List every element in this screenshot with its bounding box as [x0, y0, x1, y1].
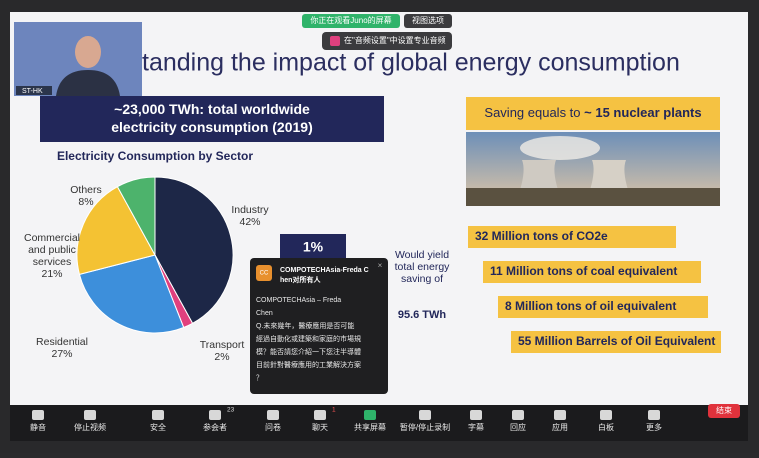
headline-text: ~23,000 TWh: total worldwide electricity … — [111, 101, 313, 135]
slice-category: Transport — [200, 339, 245, 351]
toolbar-label[interactable]: 停止视频 — [74, 422, 106, 432]
slice-value: 21% — [41, 268, 62, 280]
toolbar-label[interactable]: 参会者 — [203, 422, 227, 432]
yield: Would yield total energy saving of 95.6 TWh — [395, 249, 451, 321]
slice-category: Industry — [231, 204, 269, 216]
toolbar-icon[interactable] — [419, 410, 431, 420]
equivalent-text: 32 Million tons of CO2e — [475, 229, 608, 243]
equivalent-text: 11 Million tons of coal equivalent — [490, 264, 677, 278]
toolbar-bg — [10, 405, 748, 441]
toolbar-badge: 1 — [332, 407, 336, 414]
pie-slice — [116, 176, 156, 256]
view-options[interactable] — [404, 14, 452, 28]
end-button-text[interactable]: 结束 — [716, 405, 732, 415]
pie-slice — [76, 185, 156, 276]
toolbar-label[interactable]: 安全 — [150, 422, 166, 432]
slice-category: Residential — [36, 336, 88, 348]
pie-slice — [154, 176, 234, 325]
slice-value: 42% — [239, 216, 260, 228]
toolbar-label[interactable]: 更多 — [646, 422, 662, 432]
toolbar-icon[interactable] — [209, 410, 221, 420]
toolbar-label[interactable]: 回应 — [510, 422, 526, 432]
toolbar-label[interactable]: 共享屏幕 — [354, 422, 386, 432]
tower — [520, 160, 558, 190]
equivalent-box — [483, 261, 701, 283]
slice-label: Residential 27% — [36, 336, 88, 360]
toolbar-icon[interactable] — [470, 410, 482, 420]
equivalent-text: 8 Million tons of oil equivalent — [505, 299, 676, 313]
slice-category: Others — [70, 184, 102, 196]
chart-title: Electricity Consumption by Sector — [57, 149, 253, 163]
slice-value: 27% — [51, 348, 72, 360]
toolbar-icon[interactable] — [512, 410, 524, 420]
video-name-bg — [16, 86, 52, 95]
toolbar-icon[interactable] — [152, 410, 164, 420]
headline-box — [40, 96, 384, 142]
toolbar-icon[interactable] — [554, 410, 566, 420]
toolbar-icon[interactable] — [84, 410, 96, 420]
toolbar-icon[interactable] — [364, 410, 376, 420]
percent: 1% — [303, 239, 324, 255]
slice-category: Commercial and public services — [24, 232, 80, 268]
toolbar-icon[interactable] — [267, 410, 279, 420]
notice — [322, 32, 452, 50]
slice-label: Commercial and public services 21% — [24, 232, 80, 280]
steam — [520, 136, 600, 160]
slide-title: tanding the impact of global energy cons… — [142, 49, 680, 77]
notice-icon — [330, 36, 340, 46]
equivalent-text: 55 Million Barrels of Oil Equivalent — [518, 334, 715, 348]
toolbar-badge: 23 — [227, 407, 235, 414]
chat-popup — [250, 258, 388, 394]
saving-box — [466, 97, 720, 130]
toolbar-icon[interactable] — [648, 410, 660, 420]
tower — [590, 160, 628, 190]
toolbar-label[interactable]: 字幕 — [468, 422, 484, 432]
yield-bold: 95.6 TWh — [398, 309, 447, 321]
equivalent-box — [498, 296, 708, 318]
slice-label: Transport 2% — [200, 339, 245, 363]
face — [75, 36, 101, 68]
ground — [466, 188, 720, 206]
toolbar-label[interactable]: 白板 — [598, 422, 614, 432]
slice-value: 2% — [214, 351, 229, 363]
sharing-text: 你正在观看Juno的屏幕 — [310, 15, 391, 25]
chat-close[interactable]: × — [378, 261, 383, 270]
toolbar-label[interactable]: 暂停/停止录制 — [400, 422, 450, 432]
saving: Saving equals to ~ 15 nuclear plants — [484, 105, 701, 120]
headline: ~23,000 TWh: total worldwide electricity … — [111, 101, 313, 135]
slice-label: Others 8% — [70, 184, 102, 208]
video-name: ST-HK — [22, 88, 43, 95]
saving-bold: ~ 15 nuclear plants — [584, 105, 701, 120]
yield-text: Would yield total energy saving of — [395, 249, 451, 285]
chat-avatar — [256, 265, 272, 281]
toolbar-label[interactable]: 问卷 — [265, 422, 281, 432]
equivalent-box — [511, 331, 721, 353]
chat-text: Q.未來幾年，醫療應用是否可能經過自動化或建築和家庭的市場規模？能否請您介紹一下… — [256, 321, 361, 382]
slice-value: 8% — [78, 196, 93, 208]
toolbar-label[interactable]: 静音 — [30, 422, 46, 432]
slice-label: Industry 42% — [231, 204, 269, 228]
end-button[interactable] — [708, 404, 740, 418]
chat-text: COMPOTECHAsia – Freda Chen — [256, 297, 343, 317]
equivalent-box — [468, 226, 676, 248]
chat-avatar-text: CC — [260, 271, 269, 277]
toolbar-label[interactable]: 应用 — [552, 422, 568, 432]
pie-slice — [78, 254, 185, 334]
view-options-text[interactable]: 视图选项 — [412, 15, 444, 25]
sharing-banner — [302, 14, 400, 28]
toolbar-icon[interactable] — [600, 410, 612, 420]
notice-text: 在"音频设置"中设置专业音频 — [344, 35, 446, 45]
toolbar-icon[interactable] — [314, 410, 326, 420]
toolbar-icon[interactable] — [32, 410, 44, 420]
toolbar-label[interactable]: 聊天 — [312, 423, 328, 432]
saving-prefix: Saving equals to — [484, 105, 580, 120]
body — [56, 70, 120, 96]
